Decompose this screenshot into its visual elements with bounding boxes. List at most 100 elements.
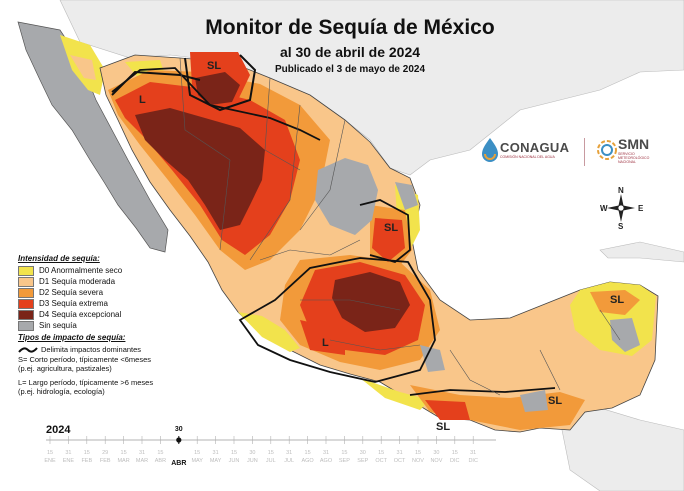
timeline-tick-month: JUN <box>229 458 240 464</box>
timeline-tick-day: 15 <box>341 450 347 456</box>
impact-boundary-l-north <box>111 67 321 141</box>
timeline-tick-month: JUL <box>284 458 294 464</box>
timeline-tick-day: 29 <box>102 450 108 456</box>
timeline-tick-day: 31 <box>286 450 292 456</box>
d4-top <box>195 72 240 105</box>
impact-line-label: Delimita impactos dominantes <box>41 345 142 354</box>
d0-west-coast <box>238 312 300 352</box>
smn-subtitle-3: NACIONAL <box>618 160 636 164</box>
d3-south <box>425 400 470 420</box>
impact-boundary-central <box>238 257 436 383</box>
intensity-legend: Intensidad de sequía: D0 Anormalmente se… <box>18 254 193 331</box>
timeline-tick-month: JUL <box>266 458 276 464</box>
label-l-northwest: L <box>139 94 146 106</box>
legend-item-d4: D4 Sequía excepcional <box>18 309 193 320</box>
legend-swatch <box>18 309 34 320</box>
timeline-tick-day: 15 <box>47 450 53 456</box>
impact-short-1: S= Corto período, típicamente <6meses <box>18 355 151 364</box>
timeline-tick-day: 15 <box>268 450 274 456</box>
boundary-line-icon <box>18 346 38 353</box>
timeline-tick-day: 15 <box>121 450 127 456</box>
timeline-tick-day: 15 <box>231 450 237 456</box>
timeline-tick-month: AGO <box>301 458 314 464</box>
impact-short-2: (p.ej. agricultura, pastizales) <box>18 364 112 373</box>
label-sl-yucatan: SL <box>610 294 624 306</box>
legend-label: D2 Sequía severa <box>39 288 104 297</box>
timeline-tick-day: 31 <box>213 450 219 456</box>
legend-swatch <box>18 276 34 287</box>
spiral-icon <box>597 140 617 160</box>
timeline-selected-marker <box>176 437 182 443</box>
timeline-tick-day: 30 <box>249 450 255 456</box>
timeline-tick-day: 15 <box>305 450 311 456</box>
timeline-ticks: 15 ENE 31 ENE 15 FEB 29 FEB 15 MAR 31 MAR 15 ABR 30 ABR… <box>44 426 478 467</box>
timeline-tick-month: FEB <box>81 458 92 464</box>
cuba <box>599 241 684 263</box>
compass-east: E <box>638 204 644 213</box>
timeline-tick-month: OCT <box>375 458 387 464</box>
impact-title: Tipos de impacto de sequía: <box>18 333 126 342</box>
no-drought-chiapas <box>520 390 548 412</box>
timeline-tick-month: FEB <box>100 458 111 464</box>
conagua-logo: CONAGUA COMISIÓN NACIONAL DEL AGUA <box>480 136 569 162</box>
logo-separator <box>584 138 585 166</box>
legend-swatch <box>18 265 34 276</box>
d2-yucatan <box>590 290 640 315</box>
timeline-tick-day: 15 <box>84 450 90 456</box>
compass-west: W <box>600 204 608 213</box>
timeline-tick-day: 31 <box>470 450 476 456</box>
baja-d1 <box>70 55 96 80</box>
timeline-tick-month: AGO <box>320 458 333 464</box>
published-date: Publicado el 3 de mayo de 2024 <box>274 64 426 75</box>
legend-title: Intensidad de sequía: <box>18 254 100 263</box>
timeline-tick-month: DIC <box>450 458 460 464</box>
timeline-tick-day: 15 <box>157 450 163 456</box>
d3-gulf <box>372 218 405 262</box>
label-l-central: L <box>322 337 329 349</box>
conagua-name: CONAGUA <box>500 139 570 155</box>
timeline-year: 2024 <box>46 424 71 436</box>
report-date: al 30 de abril de 2024 <box>279 44 421 60</box>
legend-swatch <box>18 287 34 298</box>
timeline-tick-month: OCT <box>394 458 406 464</box>
compass-south: S <box>618 222 624 231</box>
timeline-tick-day: 30 <box>175 426 183 433</box>
conagua-subtitle: COMISIÓN NACIONAL DEL AGUA <box>500 154 555 159</box>
impact-long-2: (p.ej. hidrología, ecología) <box>18 387 105 396</box>
timeline-tick-month: MAR <box>136 458 148 464</box>
timeline-tick-month: NOV <box>430 458 442 464</box>
timeline-tick-month: SEP <box>357 458 368 464</box>
smn-subtitle-2: METEOROLÓGICO <box>618 156 650 160</box>
legend-item-d1: D1 Sequía moderada <box>18 276 193 287</box>
smn-subtitle-1: SERVICIO <box>618 152 635 156</box>
state-borders <box>179 57 621 396</box>
no-drought-yucatan <box>610 318 640 352</box>
d0-south <box>360 378 430 410</box>
legend-label: D4 Sequía excepcional <box>39 310 122 319</box>
legend-swatch <box>18 298 34 309</box>
impact-legend: Tipos de impacto de sequía: Delimita imp… <box>18 333 208 396</box>
legend-item-d2: D2 Sequía severa <box>18 287 193 298</box>
smn-name: SMN <box>618 136 650 152</box>
timeline-tick-day: 15 <box>415 450 421 456</box>
legend-label: Sin sequía <box>39 321 77 330</box>
timeline-tick-month: ENE <box>44 458 56 464</box>
label-sl-north: SL <box>207 60 221 72</box>
timeline-tick-month: ABR <box>171 460 186 467</box>
timeline-tick-day: 31 <box>65 450 71 456</box>
legend-label: D3 Sequía extrema <box>39 299 108 308</box>
label-sl-southeast: SL <box>548 395 562 407</box>
impact-long-1: L= Largo período, típicamente >6 meses <box>18 378 154 387</box>
timeline-tick-day: 31 <box>397 450 403 456</box>
timeline-tick-month: JUN <box>247 458 258 464</box>
timeline-tick-day: 31 <box>139 450 145 456</box>
timeline-tick-month: MAY <box>191 458 203 464</box>
d4-central <box>332 272 410 332</box>
water-drop-icon <box>482 138 498 162</box>
timeline-tick-month: NOV <box>412 458 424 464</box>
legend-swatch <box>18 320 34 331</box>
compass-north: N <box>618 186 624 195</box>
legend-label: D0 Anormalmente seco <box>39 266 123 275</box>
